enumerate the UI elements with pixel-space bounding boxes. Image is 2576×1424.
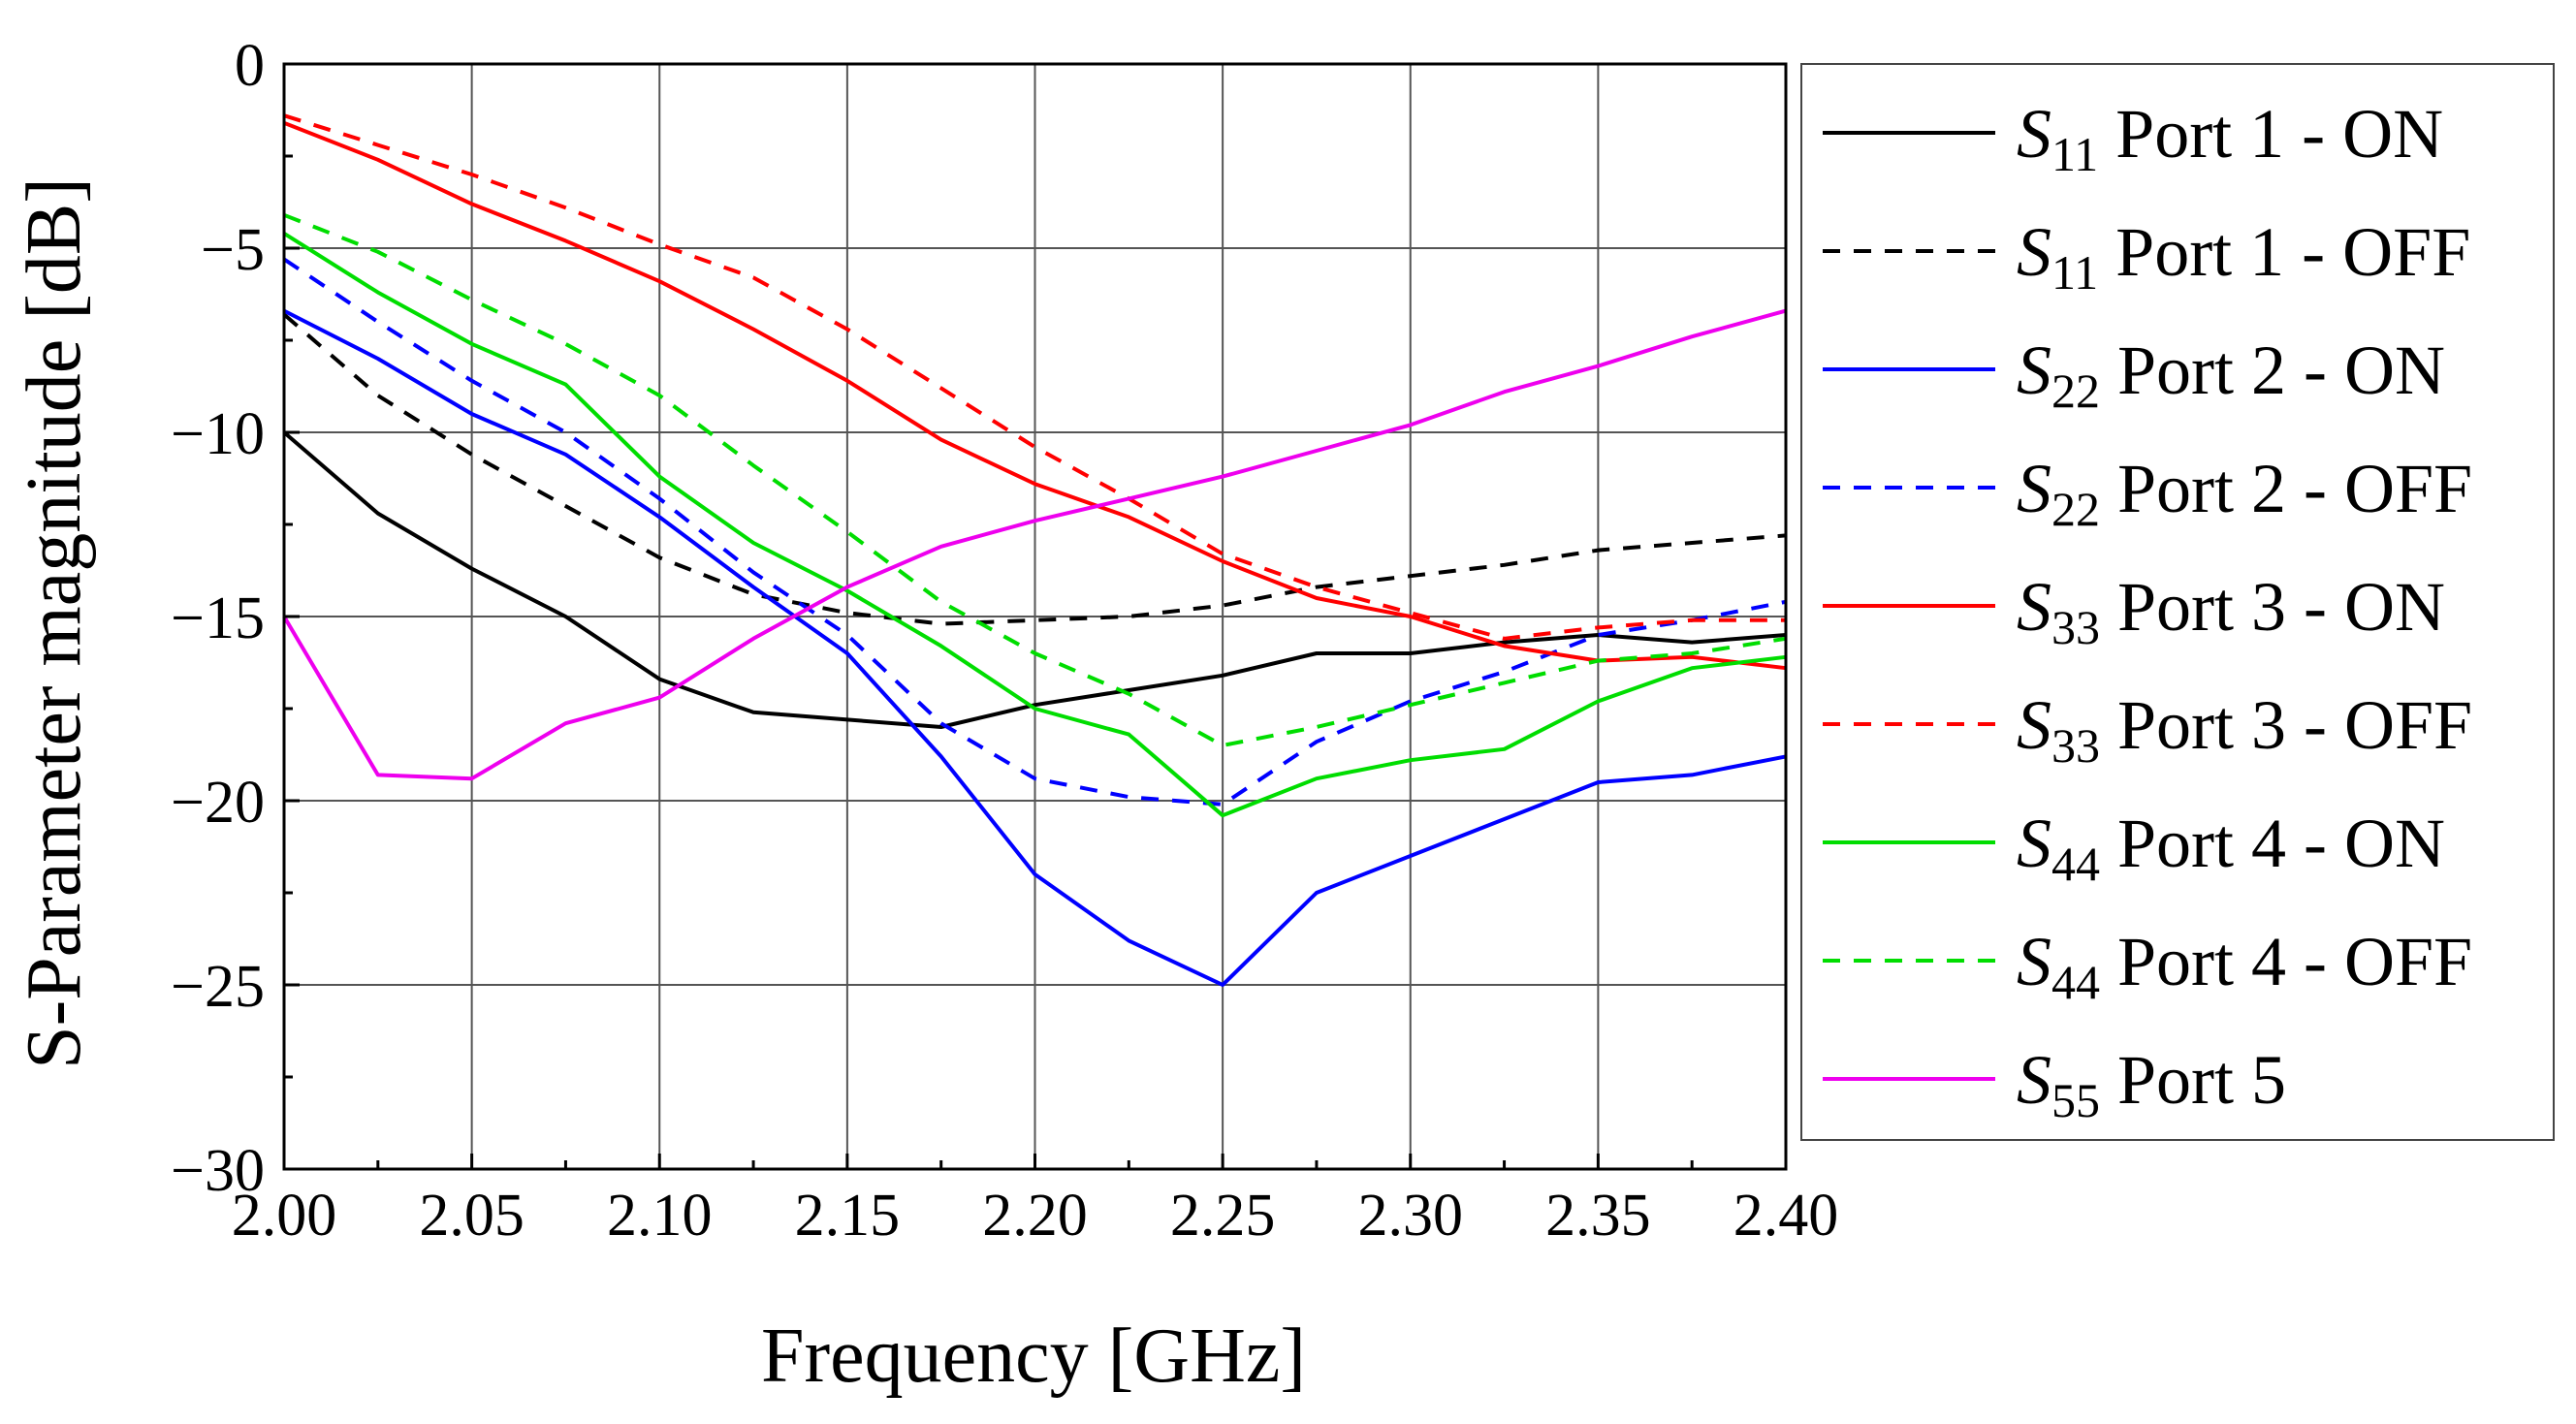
x-tick-label: 2.00 xyxy=(232,1183,337,1249)
series-line-s33-on xyxy=(283,120,1787,671)
x-tick-label: 2.25 xyxy=(1170,1183,1276,1249)
series-line-s11-off xyxy=(282,312,1787,626)
y-tick-label: −10 xyxy=(171,401,265,467)
series-line-s55 xyxy=(282,308,1787,781)
series-line-s11-on xyxy=(282,430,1787,729)
x-tick-labels: 2.00 2.05 2.10 2.15 2.20 2.25 2.30 2.35 2.40 xyxy=(232,1183,1839,1249)
x-tick-label: 2.20 xyxy=(982,1183,1088,1249)
y-tick-label: 0 xyxy=(235,33,265,99)
x-tick-label: 2.10 xyxy=(607,1183,713,1249)
series-line-s22-on xyxy=(283,308,1787,987)
legend-entry-label: S22 Port 2 - ON xyxy=(2017,332,2445,418)
legend-entry-label: S33 Port 3 - ON xyxy=(2017,568,2445,654)
y-tick-label: −30 xyxy=(171,1138,265,1204)
x-tick-label: 2.05 xyxy=(419,1183,525,1249)
grid xyxy=(284,64,1786,1169)
axis-ticks xyxy=(282,62,1788,1171)
series-line-s44-on xyxy=(282,232,1787,818)
legend-entry-label: S44 Port 4 - OFF xyxy=(2017,923,2472,1009)
y-tick-label: −5 xyxy=(201,217,265,283)
x-tick-label: 2.15 xyxy=(795,1183,901,1249)
x-tick-label: 2.30 xyxy=(1358,1183,1464,1249)
legend-entry-label: S11 Port 1 - ON xyxy=(2017,95,2443,181)
legend: S11 Port 1 - ON S11 Port 1 - OFF S22 Port … xyxy=(1800,63,2555,1141)
legend-entry-label: S11 Port 1 - OFF xyxy=(2017,213,2470,300)
y-tick-label: −25 xyxy=(171,954,265,1020)
series-line-s33-off xyxy=(283,113,1786,641)
series-group xyxy=(282,113,1787,987)
legend-entry-label: S33 Port 3 - OFF xyxy=(2017,686,2472,773)
legend-entry-label: S55 Port 5 xyxy=(2017,1041,2286,1127)
x-axis-title: Frequency [GHz] xyxy=(761,1313,1306,1399)
legend-entry-label: S22 Port 2 - OFF xyxy=(2017,450,2472,536)
y-tick-label: −15 xyxy=(171,585,265,651)
series-line-s44-off xyxy=(283,212,1787,747)
y-tick-label: −20 xyxy=(171,770,265,836)
series-line-s22-off xyxy=(282,257,1787,807)
legend-entry-label: S44 Port 4 - ON xyxy=(2017,805,2445,891)
y-tick-labels: 0 −5 −10 −15 −20 −25 −30 xyxy=(171,33,265,1204)
x-tick-label: 2.35 xyxy=(1545,1183,1651,1249)
x-tick-label: 2.40 xyxy=(1733,1183,1839,1249)
y-axis-title: S-Parameter magnitude [dB] xyxy=(12,177,97,1069)
